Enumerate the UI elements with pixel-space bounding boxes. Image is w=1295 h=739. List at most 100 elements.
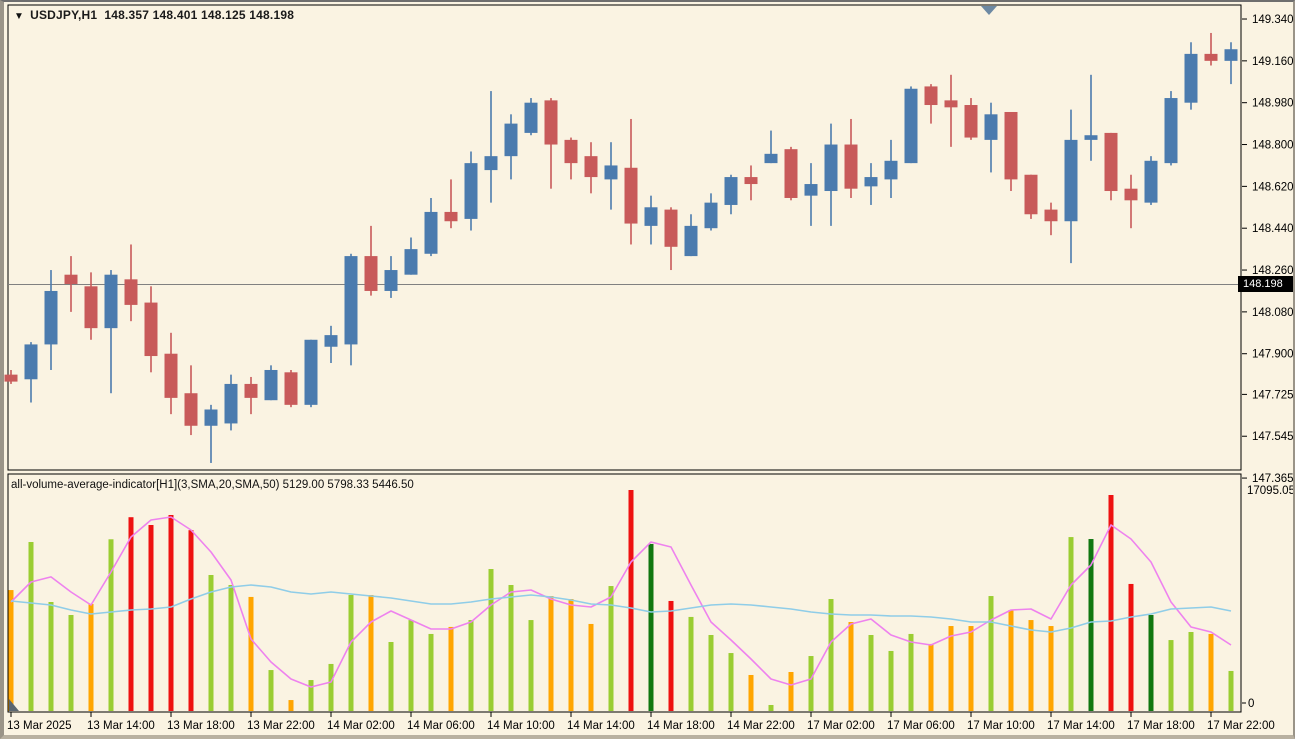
price-tick-label: 147.545 (1252, 431, 1294, 443)
indicator-title: all-volume-average-indicator[H1](3,SMA,2… (11, 479, 280, 491)
volume-bar (748, 674, 754, 711)
chart-menu-arrow-icon: ▼ (14, 11, 25, 22)
candle-body (644, 207, 658, 226)
volume-bar (388, 642, 394, 711)
candle-body (444, 211, 458, 222)
chart-canvas[interactable]: 149.340 149.160 148.980 148.800 148.620 148.4… (4, 2, 1295, 739)
volume-bar (1148, 614, 1154, 711)
price-tick-label: 148.800 (1252, 140, 1294, 152)
candle-body (1084, 135, 1098, 140)
price-tick-label: 149.160 (1252, 56, 1294, 68)
volume-bar (368, 594, 374, 711)
price-tick-label: 148.980 (1252, 98, 1294, 110)
volume-bar (1128, 583, 1134, 711)
volume-bar (908, 633, 914, 711)
volume-bar (1208, 633, 1214, 711)
volume-bar (468, 620, 474, 711)
candle-body (4, 374, 18, 382)
candle-body (524, 102, 538, 133)
volume-bar (28, 542, 34, 711)
time-tick-label: 14 Mar 14:00 (567, 720, 635, 732)
price-tick-label: 149.340 (1252, 14, 1294, 26)
panel-corner-wedge-icon (9, 699, 19, 711)
candle-body (724, 177, 738, 205)
time-tick-label: 17 Mar 18:00 (1127, 720, 1195, 732)
volume-bar (1068, 537, 1074, 711)
price-tick-label: 148.080 (1252, 307, 1294, 319)
main-chart-panel[interactable] (7, 4, 1242, 471)
volume-bar (1088, 539, 1094, 711)
price-tick-label: 148.260 (1252, 265, 1294, 277)
volume-bar (148, 524, 154, 711)
volume-bar (168, 514, 174, 711)
volume-bar (648, 543, 654, 711)
candle-body (144, 302, 158, 357)
volume-bar (488, 569, 494, 711)
ma-fast-line (10, 516, 1232, 688)
candle-body (104, 274, 118, 329)
candle-body (124, 279, 138, 305)
volume-bar (928, 643, 934, 711)
candle-body (1144, 160, 1158, 203)
ma-slow-line (10, 584, 1232, 633)
volume-bar (688, 616, 694, 711)
candle-body (1044, 209, 1058, 222)
volume-bar (868, 634, 874, 711)
time-tick-label: 17 Mar 10:00 (967, 720, 1035, 732)
volume-bar (208, 574, 214, 711)
price-tick-label: 148.620 (1252, 181, 1294, 193)
volume-bar (68, 614, 74, 711)
candle-body (544, 100, 558, 145)
candle-body (324, 335, 338, 347)
candle-body (224, 383, 238, 424)
indicator-values: 5129.00 5798.33 5446.50 (282, 479, 414, 491)
time-tick-label: 13 Mar 18:00 (167, 720, 235, 732)
volume-bar (828, 599, 834, 711)
volume-bar (728, 653, 734, 711)
volume-bar (628, 489, 634, 711)
candle-body (884, 160, 898, 180)
volume-bar (8, 590, 14, 711)
candle-body (204, 409, 218, 426)
candle-body (24, 344, 38, 380)
candle-body (424, 211, 438, 254)
time-tick-label: 14 Mar 06:00 (407, 720, 475, 732)
candle-body (604, 165, 618, 180)
volume-bar (1168, 640, 1174, 711)
candle-body (864, 177, 878, 187)
volume-bar (48, 602, 54, 711)
volume-bar (528, 620, 534, 711)
volume-bar (948, 626, 954, 711)
volume-bar (768, 704, 774, 711)
candle-body (44, 290, 58, 345)
volume-bar (348, 594, 354, 711)
volume-bar (548, 596, 554, 711)
candle-body (264, 369, 278, 401)
volume-bar (708, 634, 714, 711)
candle-body (1104, 132, 1118, 192)
candle-body (924, 86, 938, 106)
volume-bar (788, 672, 794, 711)
volume-bar (288, 700, 294, 711)
ohlc-values: 148.357 148.401 148.125 148.198 (104, 8, 295, 22)
time-tick-label: 17 Mar 22:00 (1207, 720, 1275, 732)
time-tick-label: 14 Mar 22:00 (727, 720, 795, 732)
time-tick-label: 17 Mar 14:00 (1047, 720, 1115, 732)
volume-bar (328, 663, 334, 711)
price-tick-label: 147.725 (1252, 389, 1294, 401)
candle-body (564, 139, 578, 164)
symbol-header: ▼ USDJPY,H1 148.357 148.401 148.125 148.1… (14, 8, 294, 22)
candle-body (1024, 174, 1038, 215)
price-tick-label: 148.440 (1252, 223, 1294, 235)
candle-body (624, 167, 638, 224)
time-tick-label: 14 Mar 10:00 (487, 720, 555, 732)
candle-body (484, 156, 498, 171)
volume-bar (888, 650, 894, 711)
current-price-badge: 148.198 (1238, 276, 1293, 292)
candle-body (364, 256, 378, 291)
time-tick-label: 13 Mar 2025 (7, 720, 72, 732)
volume-bar (108, 539, 114, 711)
volume-bar (128, 517, 134, 711)
volume-bar (228, 584, 234, 711)
